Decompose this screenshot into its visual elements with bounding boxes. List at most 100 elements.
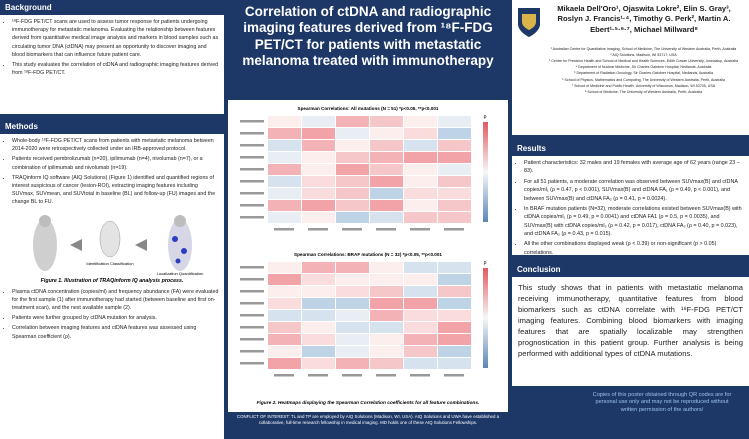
heatmap-cell	[336, 310, 369, 321]
row-label-bar	[240, 120, 264, 123]
background-panel: Background ¹⁸F-FDG PET/CT scans are used…	[0, 0, 224, 114]
authors-panel: Mikaela Dell'Oro¹, Ojaswita Lokre², Elin…	[512, 0, 749, 135]
heatmap-cell	[370, 286, 403, 297]
color-scale	[483, 268, 488, 368]
affiliation: ⁴ Department of Nuclear Medicine, Sir Ch…	[575, 65, 712, 70]
heatmap-cell	[268, 310, 301, 321]
heatmap-cell	[268, 298, 301, 309]
heatmap-cell	[302, 200, 335, 211]
row-label-bar	[240, 326, 264, 329]
col-label-bar	[410, 228, 430, 231]
bullet-list: Patient characteristics: 32 males and 19…	[512, 157, 749, 257]
results-panel: Results Patient characteristics: 32 male…	[512, 141, 749, 257]
heatmap-cell	[302, 334, 335, 345]
affiliation: ³ Centre for Precision Health and School…	[549, 59, 738, 64]
heatmap-cell	[268, 164, 301, 175]
heatmap-cell	[336, 298, 369, 309]
affiliation: ⁷ School of Medicine and Public Health, …	[571, 83, 716, 88]
heatmap-cell	[438, 116, 471, 127]
row-label-bar	[240, 192, 264, 195]
section-title: Results	[512, 141, 749, 157]
heatmap-cell	[370, 140, 403, 151]
heatmap-cell	[404, 346, 437, 357]
heatmap-cell	[438, 200, 471, 211]
heatmap-cell	[438, 152, 471, 163]
authors: Mikaela Dell'Oro¹, Ojaswita Lokre², Elin…	[557, 4, 731, 34]
heatmap-cell	[438, 164, 471, 175]
heatmap-cell	[268, 358, 301, 369]
heatmap-cell	[302, 164, 335, 175]
bullet: Correlation between imaging features and…	[12, 324, 219, 340]
heatmap-cell	[404, 286, 437, 297]
heatmap-cell	[404, 322, 437, 333]
heatmap-cell	[268, 286, 301, 297]
col-label-bar	[410, 374, 430, 377]
heatmap-cell	[370, 310, 403, 321]
bullet: TRAQinform IQ software (AIQ Solutions) (…	[12, 174, 219, 207]
heatmap-cell	[404, 262, 437, 273]
row-label-bar	[240, 362, 264, 365]
heatmap-cell	[268, 140, 301, 151]
heatmap-cell	[438, 274, 471, 285]
heatmap-cell	[404, 310, 437, 321]
heatmap-cell	[302, 152, 335, 163]
figure-caption: Figure 2. Heatmaps displaying the Spearm…	[257, 400, 480, 406]
heatmap-cell	[370, 200, 403, 211]
bullet: In BRAF mutation patients (N=32), modera…	[524, 205, 744, 239]
heatmap-cell	[302, 358, 335, 369]
heatmap-cell	[370, 212, 403, 223]
heatmap-cell	[302, 140, 335, 151]
row-label-bar	[240, 204, 264, 207]
bullet: All the other combinations displayed wea…	[524, 240, 744, 257]
heatmap-cell	[336, 262, 369, 273]
affiliation: ¹ Australian Centre for Quantitative Ima…	[550, 47, 737, 51]
figure-label: Localization Quantification	[157, 271, 204, 276]
row-label-bar	[240, 132, 264, 135]
bullet: Patients received pembrolizumab (n=20), …	[12, 155, 219, 171]
heatmap-cell	[268, 334, 301, 345]
col-label-bar	[444, 374, 464, 377]
affiliation: ⁶ School of Physics, Mathematics and Com…	[562, 77, 725, 82]
heatmap-cell	[438, 334, 471, 345]
heatmap-cell	[404, 152, 437, 163]
heatmap-cell	[268, 152, 301, 163]
row-label-bar	[240, 290, 264, 293]
col-label-bar	[308, 374, 328, 377]
heatmap-cell	[404, 212, 437, 223]
heatmap-cell	[438, 140, 471, 151]
heatmap-cell	[268, 274, 301, 285]
row-label-bar	[240, 350, 264, 353]
heatmap-cell	[370, 274, 403, 285]
heatmap-cell	[268, 200, 301, 211]
bullet: This study evaluates the correlation of …	[12, 61, 219, 77]
copies-note: Copies of this poster obtained through Q…	[592, 392, 732, 413]
figure-1: Identification Classification Localizati…	[33, 214, 204, 276]
heatmap-cell	[268, 322, 301, 333]
heatmap-cell	[370, 188, 403, 199]
heatmap-title: Spearman Correlations: BRAF mutations (N…	[294, 252, 442, 257]
heatmap-cell	[302, 298, 335, 309]
heatmap-cell	[404, 128, 437, 139]
affiliations: ¹ Australian Centre for Quantitative Ima…	[542, 46, 745, 95]
bullet: Plasma ctDNA concentration (copies/ml) a…	[12, 288, 219, 313]
section-title: Methods	[0, 119, 224, 135]
row-label-bar	[240, 338, 264, 341]
heatmap-cell	[370, 262, 403, 273]
heatmap-cell	[404, 188, 437, 199]
heatmap-cell	[370, 334, 403, 345]
heatmaps: Spearman Correlations: All mutations (N …	[240, 106, 488, 406]
conclusion-text: This study shows that in patients with m…	[518, 283, 743, 358]
heatmap-cell	[404, 274, 437, 285]
heatmap-cell	[404, 334, 437, 345]
heatmap-cell	[404, 116, 437, 127]
heatmap-cell	[302, 346, 335, 357]
heatmap-cell	[370, 346, 403, 357]
heatmap-cell	[370, 322, 403, 333]
heatmap-panel: Spearman Correlations: All mutations (N …	[228, 100, 508, 412]
heatmap-cell	[302, 274, 335, 285]
heatmap-cell	[336, 346, 369, 357]
heatmap-cell	[336, 334, 369, 345]
heatmap-cell	[268, 176, 301, 187]
heatmap-cell	[302, 212, 335, 223]
